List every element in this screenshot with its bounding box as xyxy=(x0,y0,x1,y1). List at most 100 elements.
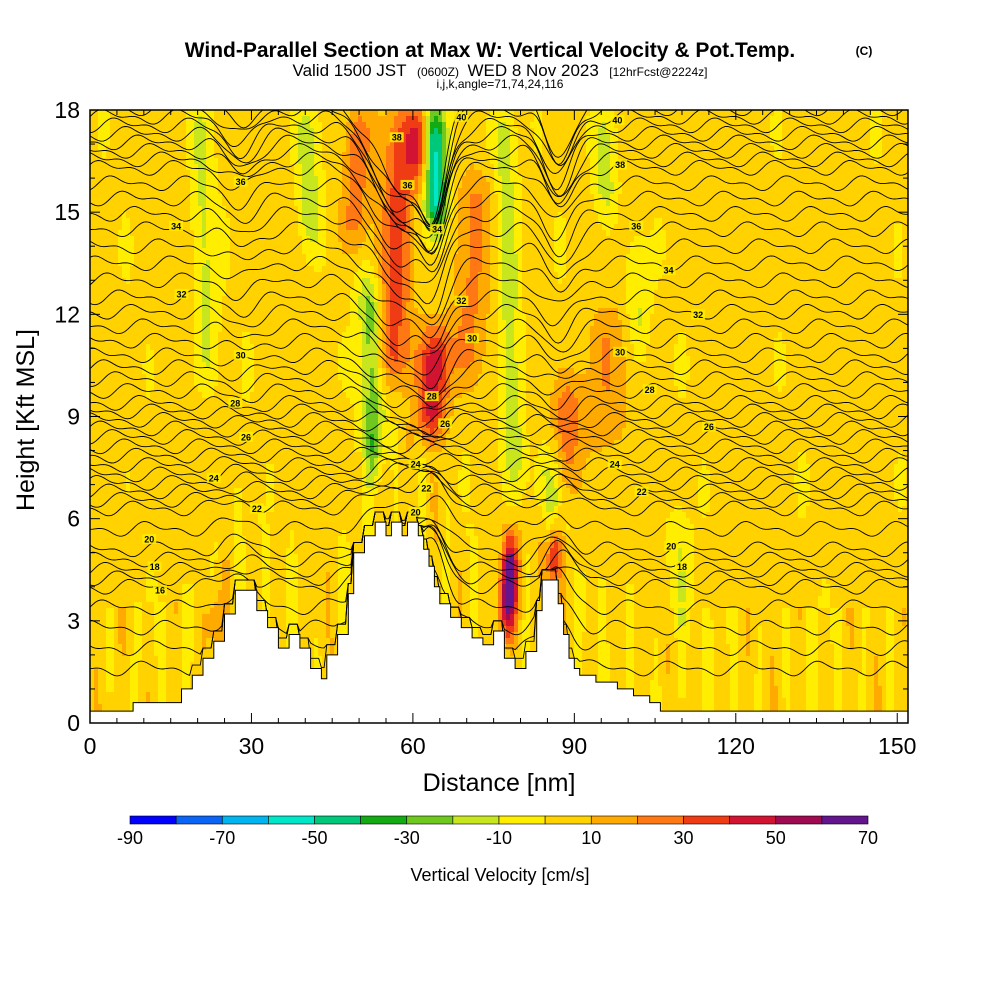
field-cell xyxy=(130,452,135,459)
field-cell xyxy=(162,662,167,669)
field-cell xyxy=(174,260,179,267)
field-cell xyxy=(202,218,207,225)
field-cell xyxy=(114,206,119,213)
field-cell xyxy=(234,512,239,519)
field-cell xyxy=(98,248,103,255)
field-cell xyxy=(278,386,283,393)
field-cell xyxy=(238,512,243,519)
field-cell xyxy=(210,512,215,519)
field-cell xyxy=(130,686,135,693)
field-cell xyxy=(202,332,207,339)
field-cell xyxy=(254,560,259,567)
field-cell xyxy=(130,578,135,585)
field-cell xyxy=(278,404,283,411)
field-cell xyxy=(106,584,111,591)
field-cell xyxy=(266,248,271,255)
field-cell xyxy=(182,122,187,129)
field-cell xyxy=(150,176,155,183)
field-cell xyxy=(118,698,123,705)
field-cell xyxy=(138,572,143,579)
field-cell xyxy=(166,284,171,291)
field-cell xyxy=(130,182,135,189)
field-cell xyxy=(130,350,135,357)
field-cell xyxy=(94,176,99,183)
field-cell xyxy=(210,290,215,297)
field-cell xyxy=(102,344,107,351)
field-cell xyxy=(106,122,111,129)
field-cell xyxy=(206,410,211,417)
field-cell xyxy=(130,518,135,525)
field-cell xyxy=(222,596,227,603)
field-cell xyxy=(186,122,191,129)
field-cell xyxy=(122,110,127,117)
field-cell xyxy=(246,524,251,531)
field-cell xyxy=(182,380,187,387)
field-cell xyxy=(154,338,159,345)
field-cell xyxy=(186,452,191,459)
field-cell xyxy=(110,434,115,441)
field-cell xyxy=(98,374,103,381)
field-cell xyxy=(218,278,223,285)
field-cell xyxy=(258,314,263,321)
field-cell xyxy=(254,338,259,345)
field-cell xyxy=(178,182,183,189)
field-cell xyxy=(190,596,195,603)
field-cell xyxy=(110,542,115,549)
field-cell xyxy=(230,470,235,477)
field-cell xyxy=(126,176,131,183)
field-cell xyxy=(102,236,107,243)
field-cell xyxy=(150,476,155,483)
field-cell xyxy=(190,614,195,621)
field-cell xyxy=(170,164,175,171)
field-cell xyxy=(194,608,199,615)
field-cell xyxy=(230,326,235,333)
field-cell xyxy=(270,500,275,507)
field-cell xyxy=(146,428,151,435)
field-cell xyxy=(158,662,163,669)
field-cell xyxy=(174,518,179,525)
field-cell xyxy=(150,404,155,411)
field-cell xyxy=(166,212,171,219)
field-cell xyxy=(98,242,103,249)
field-cell xyxy=(114,374,119,381)
field-cell xyxy=(166,320,171,327)
field-cell xyxy=(126,242,131,249)
field-cell xyxy=(114,434,119,441)
field-cell xyxy=(262,578,267,585)
field-cell xyxy=(146,302,151,309)
field-cell xyxy=(94,122,99,129)
field-cell xyxy=(94,332,99,339)
field-cell xyxy=(254,110,259,117)
field-cell xyxy=(98,440,103,447)
field-cell xyxy=(142,212,147,219)
field-cell xyxy=(178,614,183,621)
field-cell xyxy=(122,422,127,429)
field-cell xyxy=(202,308,207,315)
field-cell xyxy=(122,566,127,573)
field-cell xyxy=(110,206,115,213)
field-cell xyxy=(166,140,171,147)
field-cell xyxy=(126,266,131,273)
field-cell xyxy=(166,404,171,411)
field-cell xyxy=(202,254,207,261)
field-cell xyxy=(270,272,275,279)
field-cell xyxy=(166,194,171,201)
field-cell xyxy=(246,290,251,297)
field-cell xyxy=(110,296,115,303)
field-cell xyxy=(146,668,151,675)
field-cell xyxy=(126,392,131,399)
field-cell xyxy=(154,182,159,189)
field-cell xyxy=(218,554,223,561)
field-cell xyxy=(118,110,123,117)
field-cell xyxy=(118,614,123,621)
field-cell xyxy=(98,542,103,549)
field-cell xyxy=(226,182,231,189)
field-cell xyxy=(130,692,135,699)
field-cell xyxy=(186,212,191,219)
field-cell xyxy=(158,386,163,393)
field-cell xyxy=(214,242,219,249)
field-cell xyxy=(254,434,259,441)
field-cell xyxy=(282,278,287,285)
field-cell xyxy=(238,416,243,423)
field-cell xyxy=(158,602,163,609)
